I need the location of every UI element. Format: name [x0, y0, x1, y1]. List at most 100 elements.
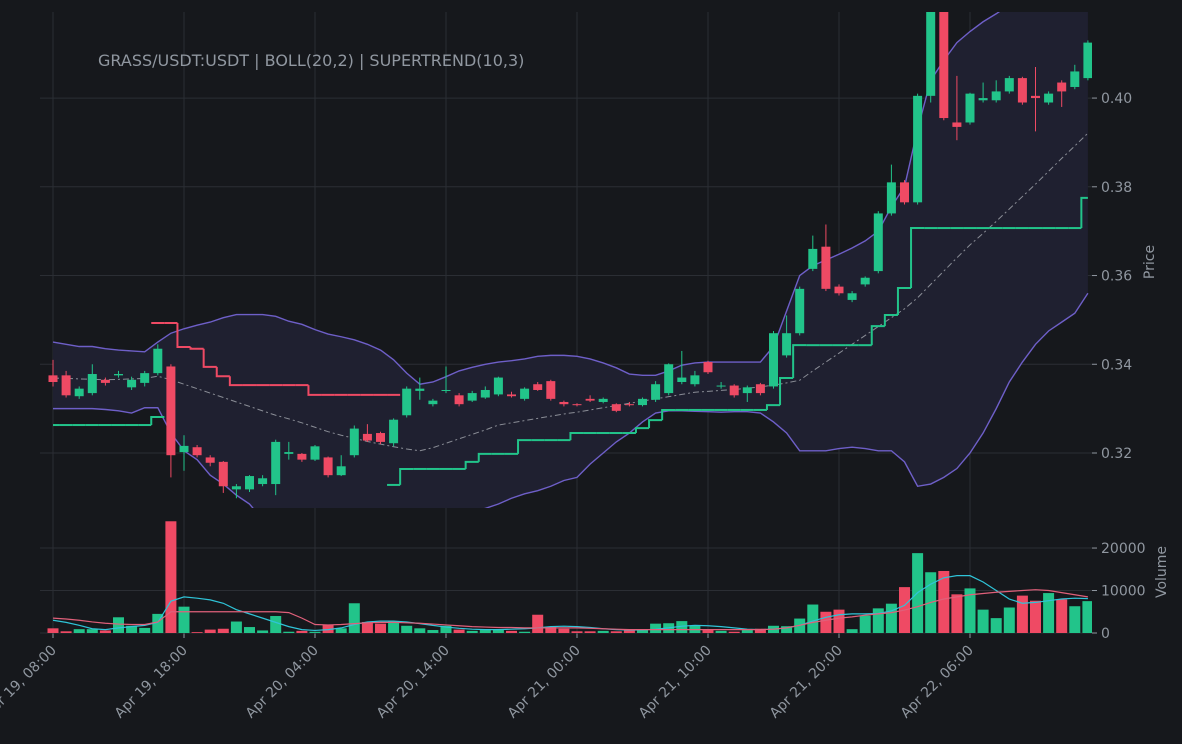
volume-bar: [741, 630, 753, 633]
volume-bar: [623, 630, 635, 633]
supertrend-step: [634, 427, 650, 434]
volume-bar: [230, 621, 242, 633]
candle-body: [336, 466, 346, 476]
candle-body: [834, 286, 844, 294]
volume-bar: [519, 631, 531, 633]
candle-body: [703, 362, 713, 373]
volume-bar: [47, 628, 59, 633]
candle-body: [61, 375, 71, 396]
candle-body: [297, 453, 307, 460]
volume-bar: [466, 630, 478, 633]
candle-body: [611, 404, 621, 411]
candle-body: [860, 277, 870, 285]
volume-bar: [361, 621, 373, 633]
supertrend-step: [792, 344, 807, 379]
candle-body: [310, 446, 320, 460]
volume-bar: [558, 628, 570, 633]
candle-body: [192, 447, 202, 456]
volume-bar: [859, 615, 871, 633]
y-tick-label: 0.40: [1101, 91, 1132, 107]
volume-bar: [73, 629, 85, 633]
volume-bar: [270, 616, 282, 633]
candle-body: [638, 398, 647, 406]
volume-bar: [86, 629, 98, 633]
volume-bar: [322, 624, 334, 633]
candle-body: [454, 395, 464, 405]
volume-bar: [610, 631, 622, 633]
candle-body: [153, 348, 163, 374]
candle-body: [205, 457, 215, 463]
supertrend-step: [176, 323, 191, 348]
volume-bar: [178, 606, 190, 633]
candle-body: [742, 387, 752, 394]
volume-bar: [820, 611, 832, 633]
volume-bar: [637, 629, 648, 633]
candle-body: [258, 478, 268, 485]
volume-line: [52, 589, 1088, 631]
volume-bar: [571, 631, 583, 633]
volume-panel: [47, 521, 1092, 633]
candle-body: [873, 213, 883, 272]
supertrend-step: [228, 376, 243, 387]
volume-bar: [1030, 600, 1041, 633]
y-tick-label: 10000: [1101, 584, 1146, 600]
candle-body: [140, 373, 150, 383]
volume-bar: [1016, 595, 1028, 633]
band-middle: [52, 132, 1089, 452]
candle-body: [362, 433, 372, 441]
candle-body: [389, 419, 399, 444]
volume-bar: [1003, 607, 1015, 633]
candle-body: [218, 461, 228, 487]
volume-bar: [964, 588, 976, 633]
volume-bar: [348, 603, 360, 633]
volume-bar: [309, 631, 321, 633]
candle-body: [546, 381, 556, 399]
y-tick-label: 0: [1101, 626, 1110, 642]
volume-bar: [650, 623, 662, 633]
candle-body: [1083, 42, 1092, 79]
supertrend-step: [779, 377, 794, 406]
candle-body: [886, 182, 896, 214]
candle-body: [729, 385, 739, 396]
candle-body: [480, 389, 490, 398]
candle-body: [651, 384, 661, 400]
candle-body: [913, 95, 923, 203]
volume-bar: [191, 632, 203, 633]
volume-bar: [427, 630, 439, 633]
y-tick-label: 0.36: [1101, 269, 1132, 285]
price-panel: [48, 12, 1092, 508]
candle-body: [847, 293, 857, 300]
volume-bar: [414, 628, 426, 633]
volume-bar: [165, 521, 177, 633]
supertrend-step: [150, 416, 165, 426]
supertrend-step: [189, 346, 204, 350]
candle-body: [415, 388, 425, 391]
volume-bar: [597, 630, 609, 633]
y-axis-label: Price: [1142, 245, 1158, 279]
volume-bar: [506, 630, 517, 633]
candle-body: [166, 366, 176, 456]
volume-bar: [1043, 593, 1055, 633]
volume-bar: [781, 626, 793, 633]
volume-bar: [60, 631, 72, 633]
volume-bar: [807, 604, 819, 633]
candle-body: [74, 388, 84, 397]
supertrend-step: [896, 286, 912, 316]
supertrend-step: [215, 366, 230, 378]
candle-body: [795, 288, 805, 334]
candle-body: [782, 333, 792, 356]
candle-body: [376, 433, 385, 442]
volume-bar: [702, 630, 714, 633]
volume-bar: [532, 614, 544, 633]
band-fill: [53, 12, 1088, 508]
volume-bar: [990, 618, 1002, 633]
candle-body: [441, 389, 451, 391]
volume-bar: [872, 608, 884, 633]
volume-bar: [676, 621, 688, 633]
volume-bar: [715, 630, 727, 633]
y-tick-label: 0.32: [1101, 446, 1132, 462]
candle-body: [284, 452, 294, 454]
candle-body: [808, 248, 818, 269]
